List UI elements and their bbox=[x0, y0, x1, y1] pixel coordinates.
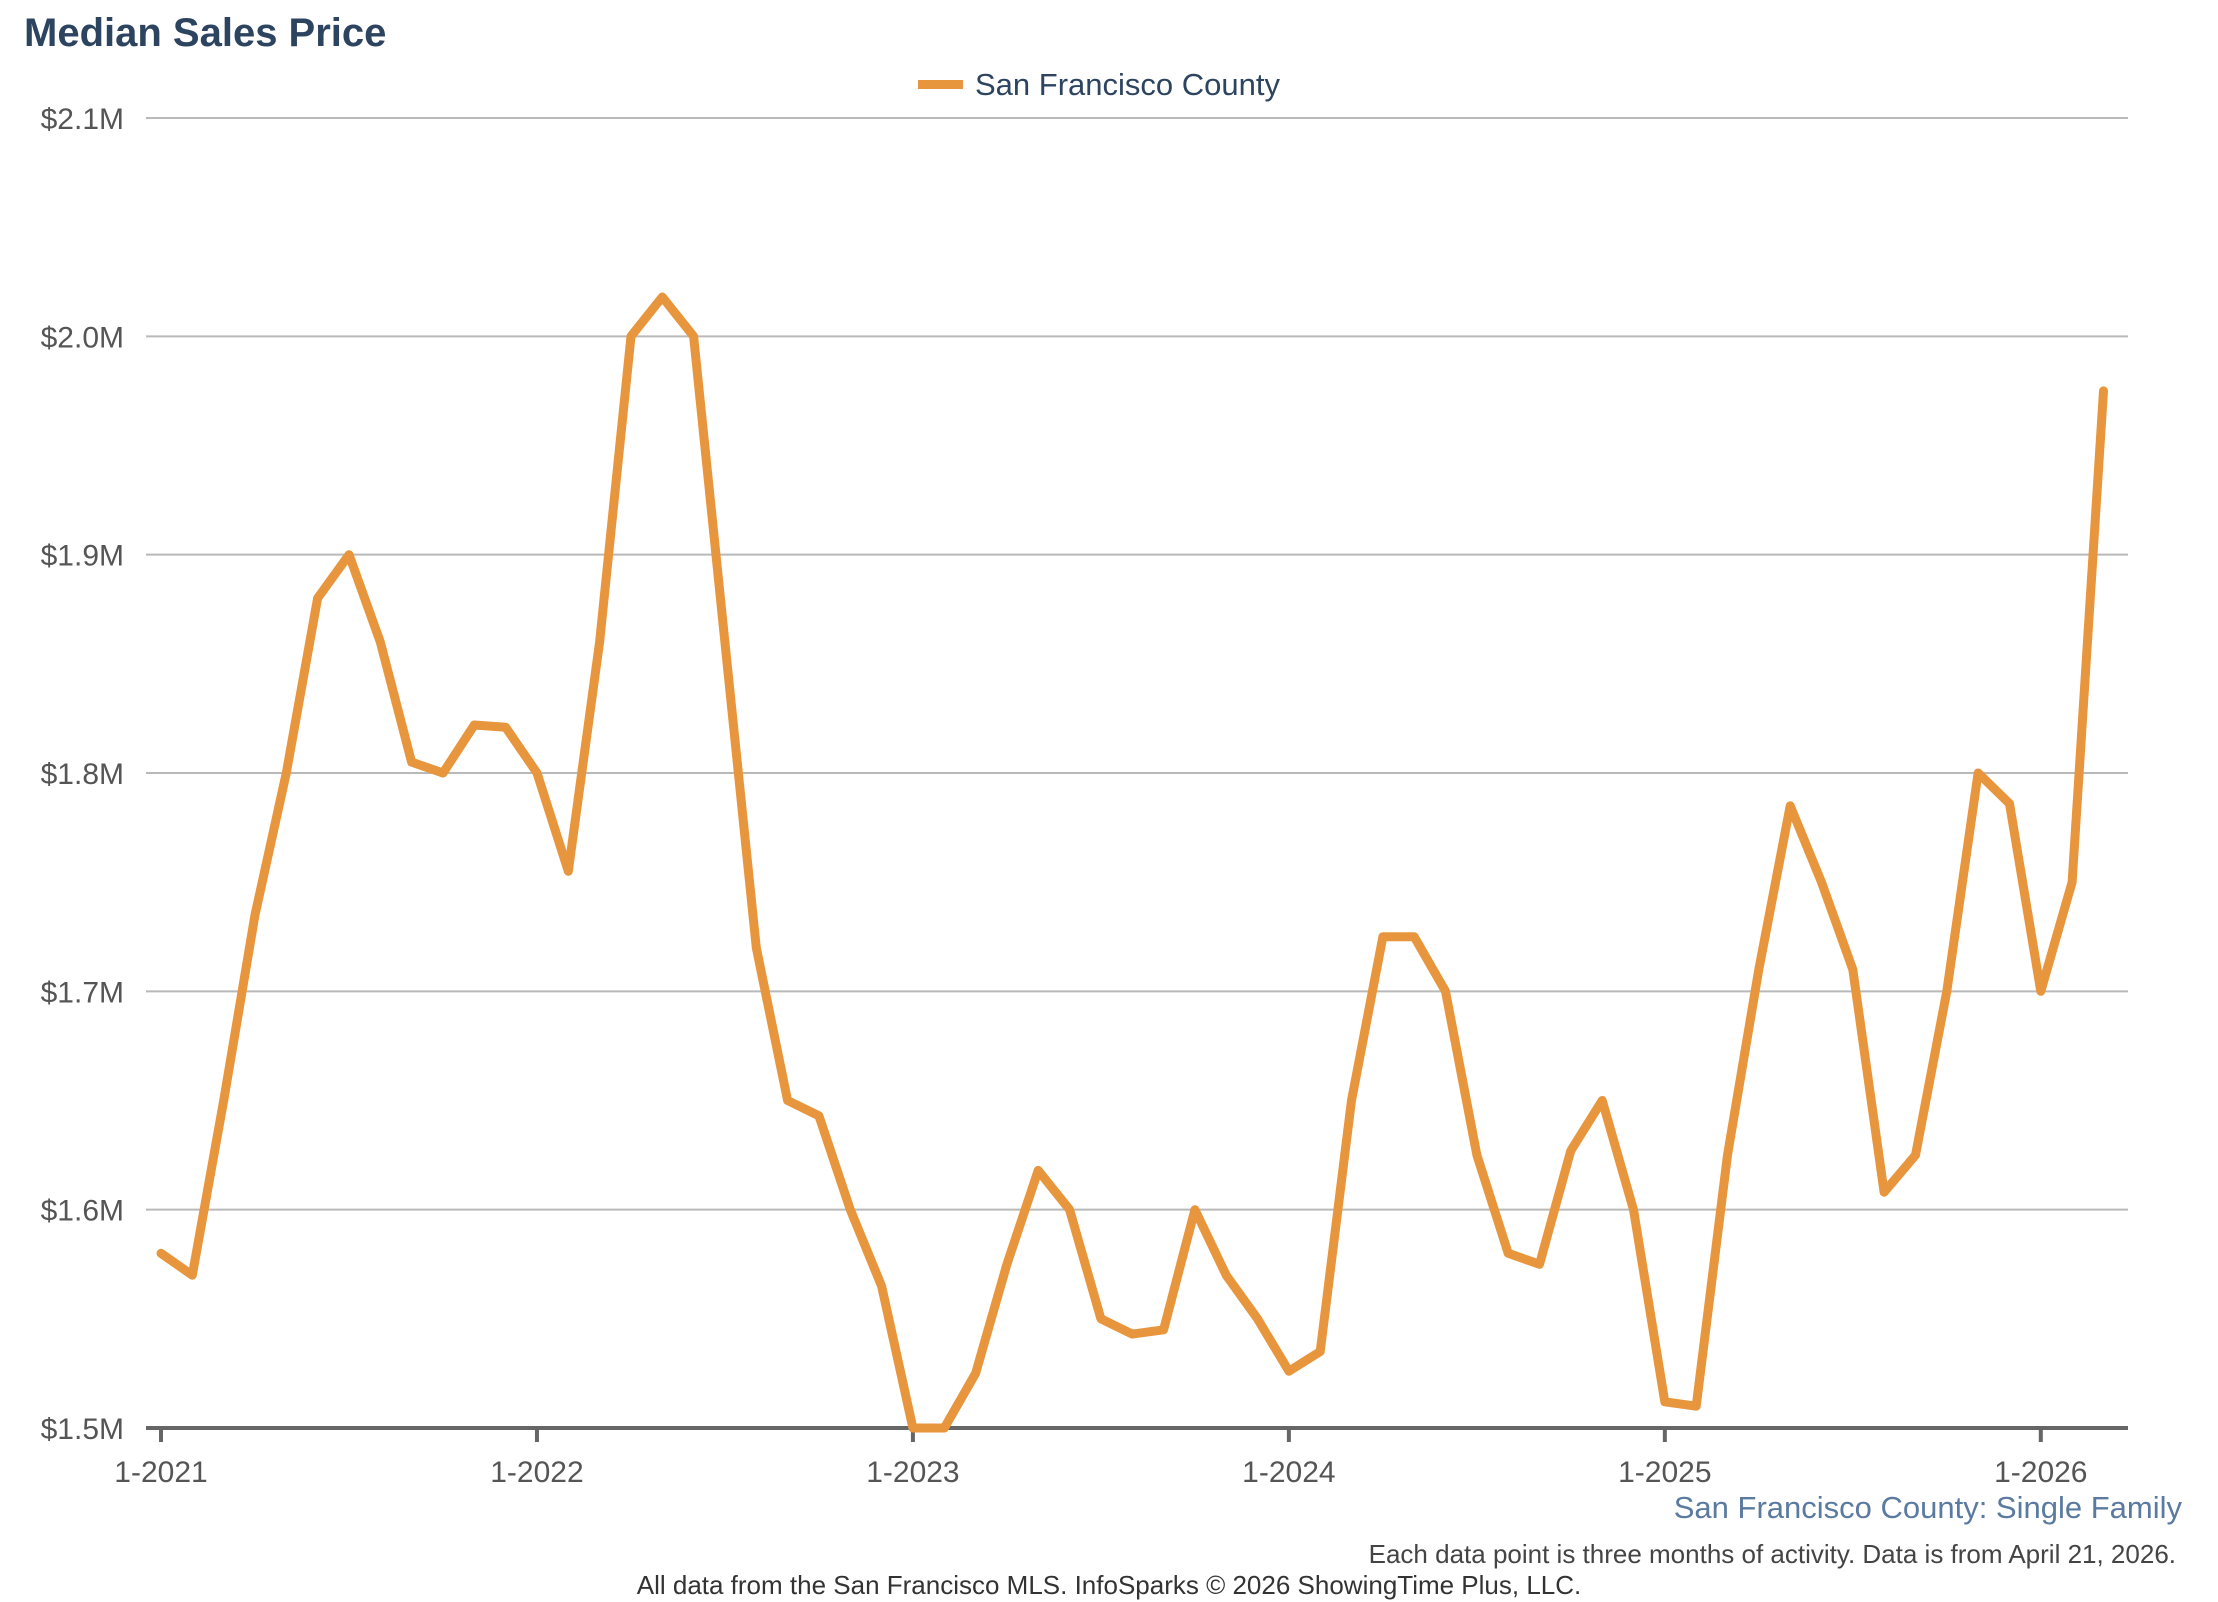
legend-swatch bbox=[918, 80, 963, 89]
x-tick-label: 1-2022 bbox=[490, 1456, 583, 1489]
legend[interactable]: San Francisco County bbox=[918, 67, 1280, 102]
y-tick-label: $1.5M bbox=[41, 1413, 124, 1446]
y-tick-label: $1.7M bbox=[41, 976, 124, 1009]
y-tick-label: $2.0M bbox=[41, 321, 124, 354]
data-note: Each data point is three months of activ… bbox=[1369, 1539, 2176, 1569]
series-group bbox=[156, 292, 2108, 1433]
gridlines bbox=[146, 117, 2128, 1211]
x-axis-ticks: 1-2021 1-2022 1-2023 1-2024 1-2025 1-2026 bbox=[114, 1428, 2088, 1489]
x-tick-label: 1-2023 bbox=[866, 1456, 959, 1489]
x-tick-label: 1-2021 bbox=[114, 1456, 207, 1489]
legend-label: San Francisco County bbox=[975, 67, 1280, 102]
y-tick-label: $1.9M bbox=[41, 540, 124, 573]
x-tick-label: 1-2026 bbox=[1994, 1456, 2087, 1489]
chart-subtitle: San Francisco County: Single Family bbox=[1674, 1490, 2183, 1525]
x-tick-label: 1-2025 bbox=[1618, 1456, 1711, 1489]
y-tick-label: $1.6M bbox=[41, 1195, 124, 1228]
series-line bbox=[156, 292, 2108, 1433]
y-tick-label: $2.1M bbox=[41, 103, 124, 136]
x-tick-label: 1-2024 bbox=[1242, 1456, 1335, 1489]
data-credit: All data from the San Francisco MLS. Inf… bbox=[637, 1570, 1582, 1600]
y-tick-label: $1.8M bbox=[41, 758, 124, 791]
chart-title: Median Sales Price bbox=[24, 11, 386, 55]
y-axis-tick-labels: $1.5M $1.6M $1.7M $1.8M $1.9M $2.0M $2.1M bbox=[41, 103, 124, 1446]
